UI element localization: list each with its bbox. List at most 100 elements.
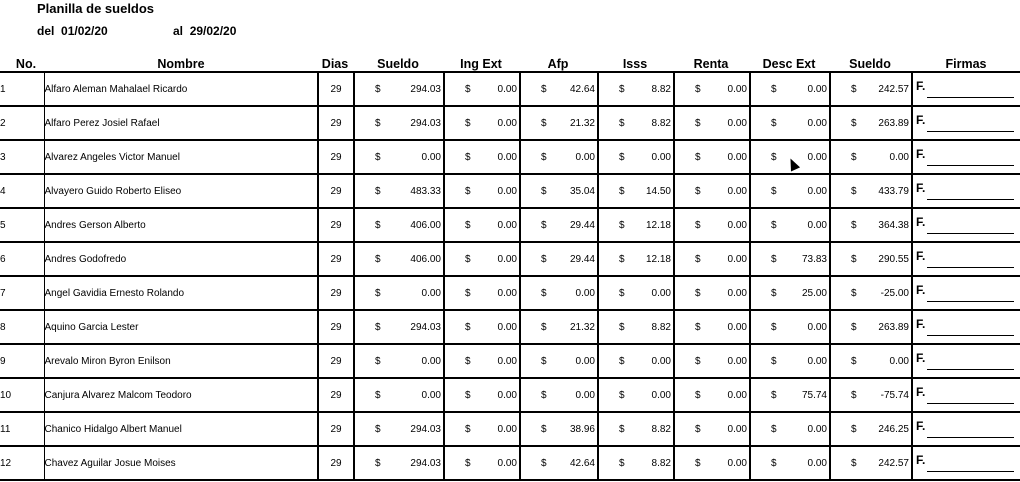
amount: 242.57 — [878, 457, 909, 469]
afp-cell: $21.32 — [519, 105, 599, 141]
currency-symbol: $ — [851, 185, 857, 197]
desc-ext-cell: $0.00 — [749, 411, 831, 447]
currency-symbol: $ — [375, 185, 381, 197]
signature-prefix: F. — [916, 283, 926, 297]
row-number: 3 — [0, 139, 44, 175]
amount: 294.03 — [410, 423, 441, 435]
days-cell: 29 — [317, 445, 355, 481]
currency-symbol: $ — [375, 389, 381, 401]
employee-name: Andres Godofredo — [43, 241, 319, 277]
signature-line — [927, 131, 1014, 132]
desc-ext-cell: $0.00 — [749, 173, 831, 209]
signature-line — [927, 437, 1014, 438]
renta-cell: $0.00 — [673, 309, 751, 345]
period-to: al 29/02/20 — [173, 24, 236, 38]
afp-cell: $38.96 — [519, 411, 599, 447]
sueldo-neto-cell: $246.25 — [829, 411, 913, 447]
desc-ext-cell: $0.00 — [749, 207, 831, 243]
currency-symbol: $ — [771, 287, 777, 299]
amount: 0.00 — [651, 151, 671, 163]
afp-cell: $21.32 — [519, 309, 599, 345]
renta-cell: $0.00 — [673, 207, 751, 243]
currency-symbol: $ — [375, 457, 381, 469]
currency-symbol: $ — [541, 253, 547, 265]
currency-symbol: $ — [541, 423, 547, 435]
employee-name: Chavez Aguilar Josue Moises — [43, 445, 319, 481]
amount: 8.82 — [651, 423, 671, 435]
amount: 0.00 — [421, 389, 441, 401]
signature-line — [927, 97, 1014, 98]
amount: 0.00 — [807, 219, 827, 231]
currency-symbol: $ — [375, 117, 381, 129]
amount: 35.04 — [569, 185, 595, 197]
amount: 0.00 — [497, 117, 517, 129]
desc-ext-cell: $0.00 — [749, 105, 831, 141]
sueldo-neto-cell: $0.00 — [829, 139, 913, 175]
isss-cell: $8.82 — [597, 445, 675, 481]
employee-name: Andres Gerson Alberto — [43, 207, 319, 243]
renta-cell: $0.00 — [673, 343, 751, 379]
currency-symbol: $ — [771, 355, 777, 367]
ing-ext-cell: $0.00 — [443, 173, 521, 209]
desc-ext-cell: $73.83 — [749, 241, 831, 277]
amount: 8.82 — [651, 457, 671, 469]
amount: 42.64 — [569, 457, 595, 469]
employee-name: Alvarez Angeles Victor Manuel — [43, 139, 319, 175]
amount: 0.00 — [575, 287, 595, 299]
amount: 0.00 — [727, 321, 747, 333]
employee-name: Aquino Garcia Lester — [43, 309, 319, 345]
isss-cell: $0.00 — [597, 139, 675, 175]
amount: 483.33 — [410, 185, 441, 197]
period-from-label: del — [37, 24, 55, 38]
currency-symbol: $ — [695, 117, 701, 129]
amount: 42.64 — [569, 83, 595, 95]
amount: 29.44 — [569, 253, 595, 265]
currency-symbol: $ — [695, 219, 701, 231]
ing-ext-cell: $0.00 — [443, 445, 521, 481]
afp-cell: $0.00 — [519, 343, 599, 379]
currency-symbol: $ — [851, 151, 857, 163]
currency-symbol: $ — [851, 287, 857, 299]
amount: 0.00 — [497, 151, 517, 163]
amount: 0.00 — [727, 253, 747, 265]
days-cell: 29 — [317, 343, 355, 379]
renta-cell: $0.00 — [673, 445, 751, 481]
currency-symbol: $ — [619, 151, 625, 163]
signature-cell: F. — [911, 72, 1020, 107]
column-header-renta: Renta — [693, 57, 729, 71]
currency-symbol: $ — [771, 185, 777, 197]
afp-cell: $29.44 — [519, 207, 599, 243]
amount: 433.79 — [878, 185, 909, 197]
currency-symbol: $ — [619, 253, 625, 265]
row-number: 5 — [0, 207, 44, 243]
days-cell: 29 — [317, 139, 355, 175]
amount: 0.00 — [497, 389, 517, 401]
period-to-label: al — [173, 24, 184, 38]
payroll-table: 1 Alfaro Aleman Mahalael Ricardo 29 $294.03… — [0, 72, 1020, 481]
ing-ext-cell: $0.00 — [443, 275, 521, 311]
desc-ext-cell: $0.00 — [749, 445, 831, 481]
column-header-desc-ext: Desc Ext — [762, 57, 816, 71]
isss-cell: $14.50 — [597, 173, 675, 209]
currency-symbol: $ — [465, 219, 471, 231]
row-number: 10 — [0, 377, 44, 413]
amount: 0.00 — [807, 355, 827, 367]
amount: 0.00 — [497, 355, 517, 367]
isss-cell: $0.00 — [597, 275, 675, 311]
currency-symbol: $ — [541, 355, 547, 367]
table-row: 8 Aquino Garcia Lester 29 $294.03 $0.00 $21.3… — [0, 309, 1020, 345]
currency-symbol: $ — [771, 457, 777, 469]
currency-symbol: $ — [541, 457, 547, 469]
amount: 0.00 — [727, 219, 747, 231]
table-row: 3 Alvarez Angeles Victor Manuel 29 $0.00 $0.… — [0, 139, 1020, 175]
currency-symbol: $ — [465, 287, 471, 299]
sueldo-cell: $406.00 — [353, 241, 445, 277]
currency-symbol: $ — [771, 117, 777, 129]
amount: 0.00 — [807, 423, 827, 435]
amount: 14.50 — [645, 185, 671, 197]
amount: 0.00 — [651, 355, 671, 367]
ing-ext-cell: $0.00 — [443, 139, 521, 175]
signature-prefix: F. — [916, 181, 926, 195]
currency-symbol: $ — [851, 83, 857, 95]
amount: 0.00 — [727, 151, 747, 163]
